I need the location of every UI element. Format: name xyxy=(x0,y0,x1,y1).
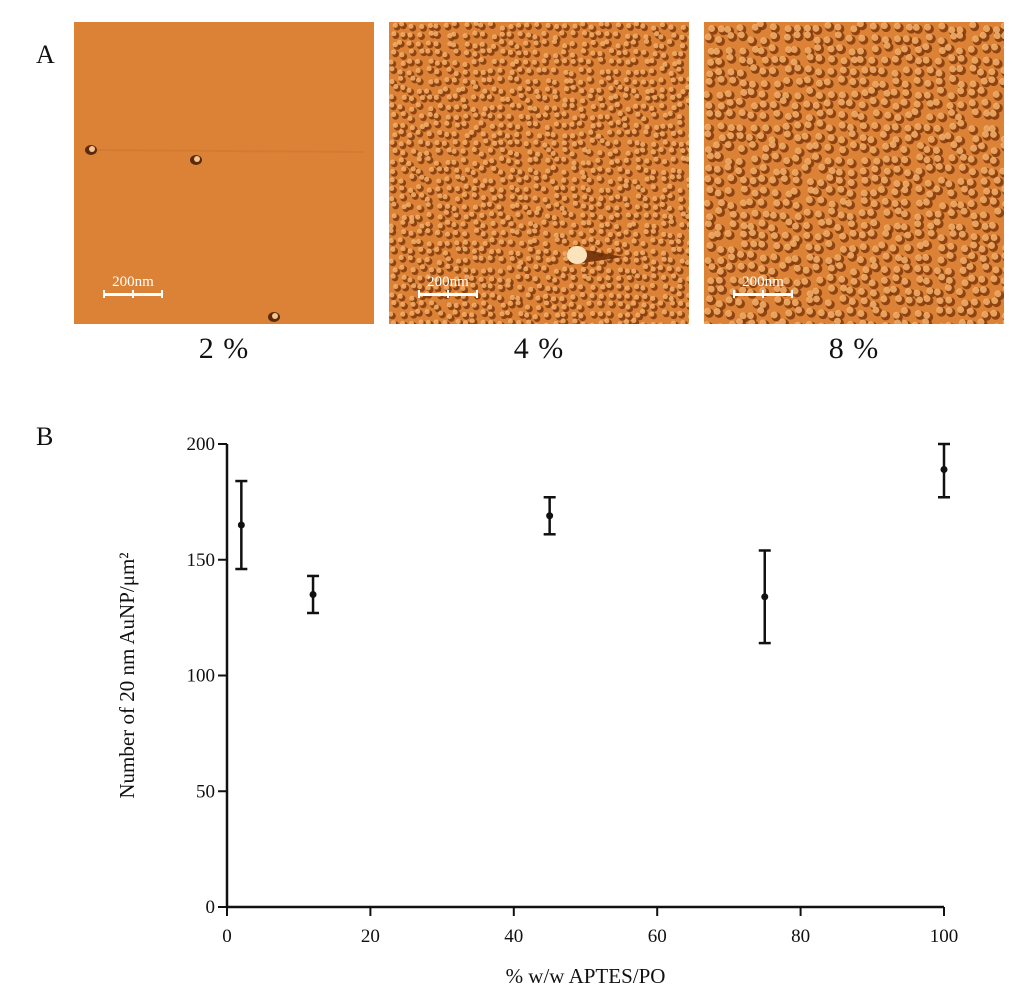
scale-bar: 200nm xyxy=(418,274,478,298)
y-tick-label: 100 xyxy=(187,666,216,687)
afm-image-surface xyxy=(389,22,689,324)
afm-caption: 4 % xyxy=(513,332,565,365)
scale-bar-label: 200nm xyxy=(112,274,154,290)
x-tick-label: 20 xyxy=(361,926,380,947)
x-tick-label: 100 xyxy=(930,926,959,947)
x-tick-label: 60 xyxy=(648,926,667,947)
scale-bar-label: 200nm xyxy=(742,274,784,290)
data-point xyxy=(309,590,317,598)
y-tick-label: 50 xyxy=(196,781,215,802)
y-axis-title: Number of 20 nm AuNP/μm² xyxy=(115,552,139,798)
afm-image-2-percent: 200nm xyxy=(74,22,374,324)
y-tick-label: 200 xyxy=(187,434,216,455)
y-tick-label: 0 xyxy=(206,897,216,918)
data-point xyxy=(761,593,769,601)
afm-caption: 2 % xyxy=(198,332,250,365)
afm-image-surface xyxy=(74,22,374,324)
scale-bar: 200nm xyxy=(733,274,793,298)
scale-bar: 200nm xyxy=(103,274,163,298)
x-tick-label: 40 xyxy=(504,926,523,947)
scatter-chart: 0 50 100 150 200 0 20 40 60 80 100 % w/w APTES/PO Nu… xyxy=(115,434,959,988)
afm-image-8-percent: 200nm xyxy=(704,22,1004,324)
data-point xyxy=(940,465,948,473)
scale-bar-label: 200nm xyxy=(427,274,469,290)
panel-b-label: B xyxy=(36,422,54,451)
data-point xyxy=(546,512,554,520)
x-tick-label: 80 xyxy=(791,926,810,947)
data-point xyxy=(237,521,245,529)
afm-caption: 8 % xyxy=(828,332,880,365)
x-axis-title: % w/w APTES/PO xyxy=(506,964,666,988)
y-tick-label: 150 xyxy=(187,550,216,571)
afm-image-surface xyxy=(704,22,1004,324)
x-tick-label: 0 xyxy=(222,926,232,947)
afm-image-4-percent: 200nm xyxy=(389,22,689,324)
panel-a-label: A xyxy=(36,40,55,69)
